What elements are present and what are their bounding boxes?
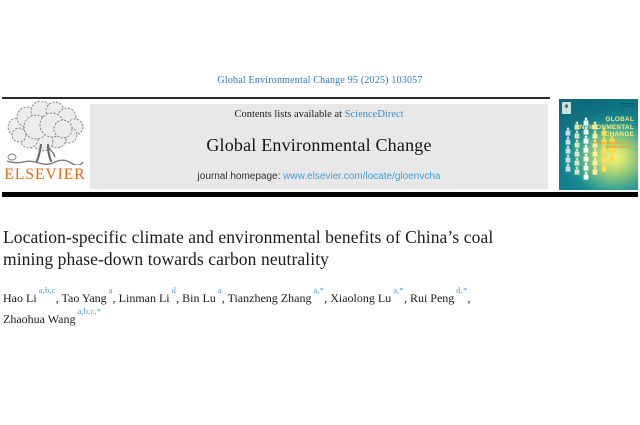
cover-title-line2: ENVIRONMENTAL — [575, 123, 634, 131]
homepage-prefix: journal homepage: — [197, 171, 284, 182]
homepage-link[interactable]: www.elsevier.com/locate/gloenvcha — [283, 171, 441, 182]
article-title-line2: mining phase-down towards carbon neutral… — [3, 248, 330, 269]
journal-info-box: Contents lists available at ScienceDirec… — [90, 104, 548, 189]
article-title: Location-specific climate and environmen… — [3, 227, 563, 270]
author: Linman Lid, — [118, 285, 183, 305]
author-name: Bin Lu — [182, 291, 216, 305]
contents-prefix: Contents lists available at — [234, 109, 345, 120]
author: Bin Lua, — [182, 285, 228, 305]
author-affiliation-sup[interactable]: a,b,c — [38, 285, 56, 295]
author-affiliation-sup[interactable]: a — [217, 285, 222, 295]
author-list: Hao Lia,b,c, Tao Yanga, Linman Lid, Bin … — [3, 285, 623, 328]
cover-subtitle: HUMAN AND POLICY DIMENSIONS — [591, 140, 631, 150]
author: Tao Yanga, — [61, 285, 119, 305]
author-name: Xiaolong Lu — [330, 291, 392, 305]
author-separator: , — [112, 291, 119, 305]
cover-title-line3: CHANGE — [604, 131, 634, 139]
author-separator: , — [324, 291, 331, 305]
author-name: Zhaohua Wang — [3, 312, 76, 326]
author: Rui Pengd,*, — [409, 285, 471, 305]
author-separator: , — [176, 291, 183, 305]
author: Hao Lia,b,c, — [3, 285, 62, 305]
cover-elsevier-mark-icon — [562, 102, 571, 114]
author-separator: , — [55, 291, 62, 305]
author-affiliation-sup[interactable]: d — [171, 285, 177, 295]
author-name: Tao Yang — [61, 291, 107, 305]
author: Xiaolong Lua,*, — [330, 285, 410, 305]
contents-line: Contents lists available at ScienceDirec… — [234, 109, 403, 120]
header-bottom-bar — [2, 192, 638, 197]
header-top-rule — [2, 97, 550, 99]
author-separator: , — [403, 291, 410, 305]
elsevier-logo: ELSEVIER — [2, 101, 88, 191]
elsevier-wordmark: ELSEVIER — [4, 166, 86, 183]
author-affiliation-sup[interactable]: a,* — [313, 285, 325, 295]
author: Tianzheng Zhanga,*, — [227, 285, 331, 305]
elsevier-tree-icon — [6, 101, 84, 165]
article-title-line1: Location-specific climate and environmen… — [3, 227, 494, 247]
journal-name: Global Environmental Change — [206, 135, 432, 155]
journal-cover-thumbnail: GLOBAL ENVIRONMENTAL CHANGE HUMAN AND PO… — [559, 99, 638, 190]
author-affiliation-sup[interactable]: a — [108, 285, 113, 295]
author-name: Hao Li — [3, 291, 37, 305]
author-affiliation-sup[interactable]: a,b,c,* — [77, 306, 102, 316]
author: Zhaohua Wanga,b,c,* — [3, 306, 101, 326]
author-name: Tianzheng Zhang — [227, 291, 312, 305]
journal-citation: Global Environmental Change 95 (2025) 10… — [217, 75, 423, 86]
cover-issue-text — [621, 103, 634, 108]
author-affiliation-sup[interactable]: d,* — [456, 285, 468, 295]
homepage-line: journal homepage: www.elsevier.com/locat… — [198, 171, 441, 182]
author-name: Rui Peng — [409, 291, 455, 305]
author-name: Linman Li — [118, 291, 170, 305]
author-affiliation-sup[interactable]: a,* — [393, 285, 404, 295]
author-separator: , — [221, 291, 228, 305]
author-separator: , — [467, 291, 471, 305]
cover-journal-title: GLOBAL ENVIRONMENTAL CHANGE HUMAN AND PO… — [575, 116, 634, 153]
sciencedirect-link[interactable]: ScienceDirect — [344, 109, 404, 120]
cover-title-line1: GLOBAL — [605, 116, 634, 123]
